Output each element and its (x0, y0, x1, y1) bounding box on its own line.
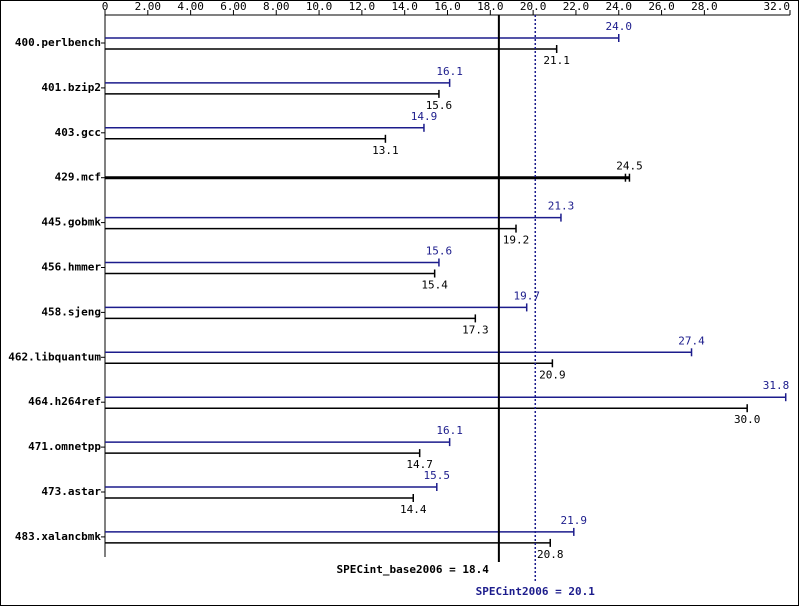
value-label: 19.2 (503, 234, 530, 247)
value-label: 20.9 (539, 368, 566, 381)
value-label: 21.1 (543, 54, 570, 67)
x-tick-label: 28.0 (691, 0, 718, 13)
x-tick-label: 32.0 (764, 0, 791, 13)
x-tick-label: 4.00 (177, 0, 204, 13)
value-label: 15.6 (426, 99, 453, 112)
x-tick-label: 22.0 (563, 0, 590, 13)
reference-label: SPECint2006 = 20.1 (476, 585, 596, 598)
value-label: 21.9 (561, 514, 588, 527)
value-label: 24.5 (616, 160, 643, 173)
value-label: 30.0 (734, 413, 761, 426)
category-label: 456.hmmer (41, 261, 101, 274)
category-label: 445.gobmk (41, 216, 101, 229)
x-tick-label: 6.00 (220, 0, 247, 13)
x-tick-label: 8.00 (263, 0, 290, 13)
category-label: 471.omnetpp (28, 440, 101, 453)
value-label: 15.6 (426, 245, 453, 258)
x-tick-label: 26.0 (648, 0, 675, 13)
value-label: 15.5 (424, 469, 451, 482)
x-tick-label: 18.0 (477, 0, 504, 13)
value-label: 27.4 (678, 334, 705, 347)
value-label: 16.1 (436, 65, 463, 78)
value-label: 31.8 (763, 379, 790, 392)
x-tick-label: 14.0 (391, 0, 418, 13)
value-label: 16.1 (436, 424, 463, 437)
value-label: 14.7 (406, 458, 433, 471)
x-tick-label: 20.0 (520, 0, 547, 13)
value-label: 17.3 (462, 323, 489, 336)
value-label: 24.0 (606, 20, 633, 33)
x-tick-label: 0 (102, 0, 109, 13)
x-tick-label: 12.0 (349, 0, 376, 13)
category-label: 429.mcf (55, 171, 101, 184)
category-label: 473.astar (41, 485, 101, 498)
x-tick-label: 2.00 (135, 0, 162, 13)
x-tick-label: 24.0 (606, 0, 633, 13)
category-label: 458.sjeng (41, 305, 101, 318)
category-label: 400.perlbench (15, 36, 101, 49)
x-tick-label: 10.0 (306, 0, 333, 13)
category-label: 464.h264ref (28, 395, 101, 408)
x-tick-label: 16.0 (434, 0, 461, 13)
value-label: 19.7 (513, 289, 540, 302)
value-label: 20.8 (537, 548, 564, 561)
value-label: 14.9 (411, 110, 438, 123)
category-label: 403.gcc (55, 126, 101, 139)
reference-label: SPECint_base2006 = 18.4 (337, 563, 490, 576)
category-label: 483.xalancbmk (15, 530, 101, 543)
value-label: 13.1 (372, 144, 399, 157)
category-label: 462.libquantum (8, 350, 101, 363)
value-label: 14.4 (400, 503, 427, 516)
category-label: 401.bzip2 (41, 81, 101, 94)
value-label: 21.3 (548, 200, 575, 213)
value-label: 15.4 (421, 279, 448, 292)
